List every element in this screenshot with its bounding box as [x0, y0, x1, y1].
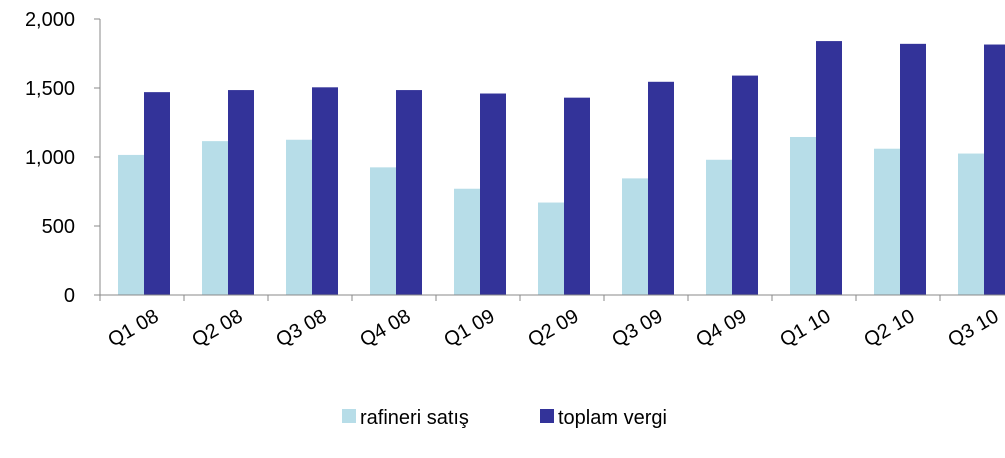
legend-swatch: [540, 409, 554, 423]
bar-rafineri-satis: [538, 203, 564, 295]
bar-rafineri-satis: [118, 155, 144, 295]
x-tick-label: Q4 08: [356, 305, 414, 351]
bar-toplam-vergi: [312, 87, 338, 295]
bar-toplam-vergi: [396, 90, 422, 295]
bar-toplam-vergi: [816, 41, 842, 295]
legend: rafineri satış toplam vergi: [342, 407, 667, 429]
bar-toplam-vergi: [144, 92, 170, 295]
x-tick-label: Q2 10: [860, 305, 918, 351]
x-tick-label: Q1 10: [776, 305, 834, 351]
bar-toplam-vergi: [732, 76, 758, 295]
legend-swatch: [342, 409, 356, 423]
y-tick-label: 1,500: [25, 78, 75, 100]
y-tick-label: 0: [64, 285, 75, 307]
bar-rafineri-satis: [790, 137, 816, 295]
legend-label: rafineri satış: [360, 407, 469, 429]
bar-rafineri-satis: [958, 154, 984, 295]
x-axis: Q1 08 Q2 08 Q3 08 Q4 08 Q1 09 Q2 09 Q3 09 Q4 09…: [100, 295, 1005, 352]
x-tick-label: Q4 09: [692, 305, 750, 351]
bar-rafineri-satis: [874, 149, 900, 295]
bar-rafineri-satis: [706, 160, 732, 295]
bar-rafineri-satis: [454, 189, 480, 295]
x-tick-label: Q2 08: [188, 305, 246, 351]
x-tick-label: Q2 09: [524, 305, 582, 351]
x-tick-label: Q3 10: [944, 305, 1002, 351]
bar-rafineri-satis: [622, 178, 648, 295]
bar-toplam-vergi: [984, 45, 1005, 295]
legend-label: toplam vergi: [558, 407, 667, 429]
bar-rafineri-satis: [286, 140, 312, 295]
bars: [118, 41, 1005, 295]
y-axis: 0 500 1,000 1,500 2,000: [25, 9, 100, 307]
bar-rafineri-satis: [202, 141, 228, 295]
x-tick-label: Q3 08: [272, 305, 330, 351]
y-tick-label: 500: [42, 216, 75, 238]
bar-toplam-vergi: [648, 82, 674, 295]
x-tick-label: Q3 09: [608, 305, 666, 351]
bar-toplam-vergi: [228, 90, 254, 295]
y-tick-label: 1,000: [25, 147, 75, 169]
bar-toplam-vergi: [480, 94, 506, 295]
x-tick-label: Q1 09: [440, 305, 498, 351]
bar-toplam-vergi: [900, 44, 926, 295]
bar-rafineri-satis: [370, 167, 396, 295]
x-tick-label: Q1 08: [104, 305, 162, 351]
bar-toplam-vergi: [564, 98, 590, 295]
y-tick-label: 2,000: [25, 9, 75, 31]
